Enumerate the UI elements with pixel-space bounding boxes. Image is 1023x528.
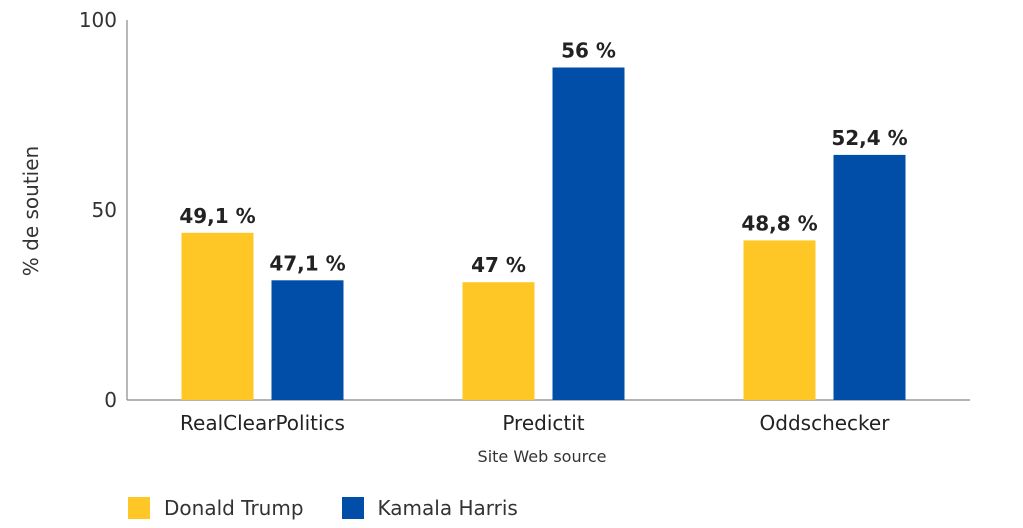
- data-label: 49,1 %: [179, 204, 255, 228]
- data-label: 47,1 %: [269, 251, 345, 275]
- data-label: 52,4 %: [831, 126, 907, 150]
- legend-swatch-harris: [341, 497, 364, 519]
- data-labels: 49,1 % 47,1 % 47 % 56 % 48,8 % 52,4 %: [179, 39, 907, 278]
- x-tick-label: Oddschecker: [760, 411, 891, 435]
- legend-label-harris: Kamala Harris: [377, 496, 518, 520]
- data-label: 48,8 %: [741, 211, 817, 235]
- y-tick-label: 100: [79, 8, 117, 32]
- legend: Donald Trump Kamala Harris: [128, 496, 556, 520]
- bars: [181, 67, 906, 400]
- legend-item-trump: Donald Trump: [128, 496, 304, 520]
- x-tick-label: Predictit: [502, 411, 584, 435]
- bar-kamala-harris-predictit: [552, 67, 625, 400]
- bar-donald-trump-realclearpolitics: [181, 232, 254, 400]
- data-label: 47 %: [471, 253, 526, 277]
- bar-kamala-harris-realclearpolitics: [271, 280, 344, 400]
- y-axis: 0 50 100: [79, 8, 128, 412]
- data-label: 56 %: [561, 39, 616, 63]
- y-axis-title: % de soutien: [19, 146, 43, 276]
- legend-item-harris: Kamala Harris: [341, 496, 518, 520]
- legend-swatch-trump: [128, 497, 150, 519]
- x-axis: RealClearPolitics Predictit Oddschecker: [127, 399, 970, 435]
- bar-donald-trump-predictit: [462, 282, 535, 400]
- y-tick-label: 50: [92, 198, 117, 222]
- bar-kamala-harris-oddschecker: [833, 154, 906, 400]
- bar-donald-trump-oddschecker: [743, 240, 816, 400]
- x-axis-title: Site Web source: [478, 447, 607, 466]
- legend-label-trump: Donald Trump: [164, 496, 304, 520]
- y-tick-label: 0: [104, 388, 117, 412]
- x-tick-label: RealClearPolitics: [180, 411, 345, 435]
